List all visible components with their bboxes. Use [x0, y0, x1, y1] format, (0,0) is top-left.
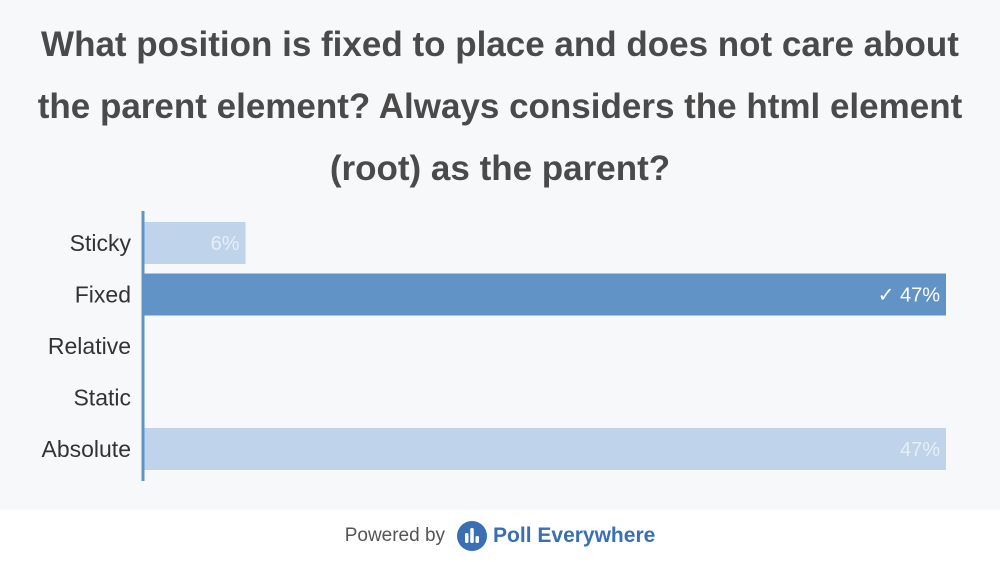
poll-everywhere-brand: Poll Everywhere [493, 524, 656, 547]
value-label-fixed: ✓ 47% [878, 285, 941, 307]
bar-fixed [143, 273, 946, 316]
bar-sticky [143, 222, 246, 264]
results-bar-chart: Sticky 6% Fixed ✓ 47% Relative Static Absolute… [41, 211, 946, 481]
bar-absolute [143, 428, 946, 470]
category-label-static: Static [73, 385, 131, 411]
question-title: What position is fixed to place and does… [20, 14, 980, 200]
value-label-sticky: 6% [211, 233, 240, 255]
category-label-sticky: Sticky [70, 230, 132, 256]
value-label-absolute: 47% [900, 439, 940, 461]
question-line-2: the parent element? Always considers the… [37, 87, 963, 126]
question-line-1: What position is fixed to place and does… [41, 25, 959, 64]
category-label-fixed: Fixed [75, 282, 131, 308]
category-label-relative: Relative [48, 333, 131, 359]
category-label-absolute: Absolute [41, 436, 131, 462]
poll-everywhere-logo-icon [457, 521, 488, 551]
powered-by-text: Powered by [344, 525, 446, 546]
footer: Powered by Poll Everywhere [0, 510, 1000, 562]
question-line-3: (root) as the parent? [329, 149, 671, 188]
